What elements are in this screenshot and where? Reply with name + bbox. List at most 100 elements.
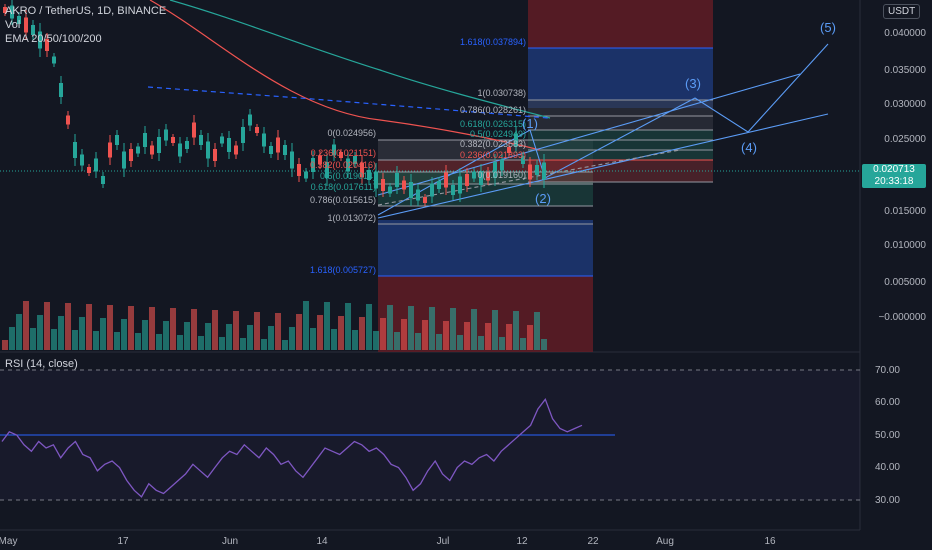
candle-body	[367, 170, 371, 180]
volume-bar	[114, 332, 120, 350]
candle-body	[388, 186, 392, 194]
volume-bar	[65, 303, 71, 350]
volume-bar	[121, 319, 127, 350]
volume-bar	[450, 308, 456, 350]
candle-body	[304, 171, 308, 179]
candle-body	[514, 133, 518, 147]
candle-body	[206, 141, 210, 159]
candle-body	[94, 158, 98, 172]
currency-badge[interactable]: USDT	[883, 4, 921, 19]
bar-countdown: 20:33:18	[874, 176, 914, 187]
candle-body	[423, 197, 427, 203]
elliott-wave	[377, 43, 829, 219]
volume-bar	[296, 314, 302, 350]
volume-bar	[359, 317, 365, 350]
volume-bar	[506, 324, 512, 350]
symbol-title[interactable]: AKRO / TetherUS, 1D, BINANCE	[5, 5, 167, 17]
candle-body	[262, 133, 266, 147]
candle-body	[290, 151, 294, 169]
wave-label: (3)	[685, 76, 701, 91]
time-tick-label: Jun	[222, 536, 238, 547]
volume-bar	[534, 312, 540, 350]
fib-right-label: 0.786(0.028261)	[460, 105, 526, 115]
volume-bar	[338, 316, 344, 350]
volume-bar	[317, 315, 323, 350]
candle-body	[542, 162, 546, 180]
last-price-value: 0.020713	[873, 164, 915, 175]
ema-legend[interactable]: EMA 20/50/100/200	[5, 33, 102, 45]
volume-bar	[198, 336, 204, 350]
rsi-axis[interactable]: 70.00 60.00 50.00 40.00 30.00	[875, 365, 900, 506]
candle-body	[451, 185, 455, 195]
candle-body	[311, 158, 315, 172]
candle-body	[178, 143, 182, 157]
candle-body	[3, 7, 7, 13]
volume-legend[interactable]: Vol	[5, 19, 21, 31]
rsi-tick-label: 70.00	[875, 365, 900, 376]
fib-left-label: 0.236(0.021151)	[311, 148, 376, 158]
volume-bar	[499, 337, 505, 350]
volume-bar	[240, 338, 246, 350]
fib-left-label: 1.618(0.005727)	[310, 265, 376, 275]
time-axis[interactable]: May 17 Jun 14 Jul 12 22 Aug 16	[0, 536, 776, 547]
volume-bar	[443, 321, 449, 350]
candle-body	[500, 159, 504, 171]
candle-body	[339, 152, 343, 158]
volume-bar	[373, 331, 379, 350]
candle-body	[164, 129, 168, 141]
wave-label: (1)	[522, 116, 538, 131]
volume-bar	[177, 335, 183, 350]
volume-bar	[492, 310, 498, 350]
volume-bar	[541, 339, 547, 350]
fib-left-label: 0.786(0.015615)	[310, 195, 376, 205]
time-tick-label: 16	[764, 536, 776, 547]
candle-body	[87, 167, 91, 173]
volume-bar	[86, 304, 92, 350]
volume-bar	[135, 333, 141, 350]
wave-label: (4)	[741, 140, 757, 155]
candle-body	[360, 162, 364, 178]
fib-right-label: 1.618(0.037894)	[460, 37, 526, 47]
candle-body	[129, 149, 133, 161]
volume-bar	[289, 327, 295, 350]
volume-bar	[254, 312, 260, 350]
candle-body	[395, 173, 399, 187]
price-tick-label: 0.010000	[884, 240, 926, 251]
price-tick-label: 0.030000	[884, 99, 926, 110]
candle-body	[52, 56, 56, 64]
candle-body	[199, 135, 203, 145]
volume-bar	[345, 303, 351, 350]
volume-bars	[2, 301, 547, 350]
candle-body	[297, 164, 301, 176]
candle-body	[73, 142, 77, 158]
volume-bar	[205, 323, 211, 350]
candlesticks	[3, 0, 546, 206]
price-tick-label: 0.025000	[884, 134, 926, 145]
candle-body	[381, 179, 385, 191]
candle-body	[192, 122, 196, 138]
fib-lines	[378, 47, 713, 277]
volume-bar	[191, 309, 197, 350]
volume-bar	[324, 302, 330, 350]
volume-bar	[261, 339, 267, 350]
candle-body	[227, 138, 231, 152]
candle-body	[38, 31, 42, 49]
volume-bar	[457, 335, 463, 350]
volume-bar	[16, 314, 22, 350]
candle-body	[353, 156, 357, 164]
volume-bar	[93, 331, 99, 350]
candle-body	[269, 146, 273, 154]
volume-bar	[352, 330, 358, 350]
fib-right-label: 1(0.030738)	[477, 88, 526, 98]
candle-body	[472, 171, 476, 179]
time-tick-label: 17	[117, 536, 129, 547]
rsi-legend[interactable]: RSI (14, close)	[5, 358, 78, 370]
candle-body	[24, 17, 28, 33]
candle-body	[318, 155, 322, 165]
candle-body	[66, 115, 70, 125]
volume-bar	[107, 305, 113, 350]
candle-body	[248, 114, 252, 126]
candle-body	[171, 137, 175, 143]
price-tick-label: 0.040000	[884, 28, 926, 39]
